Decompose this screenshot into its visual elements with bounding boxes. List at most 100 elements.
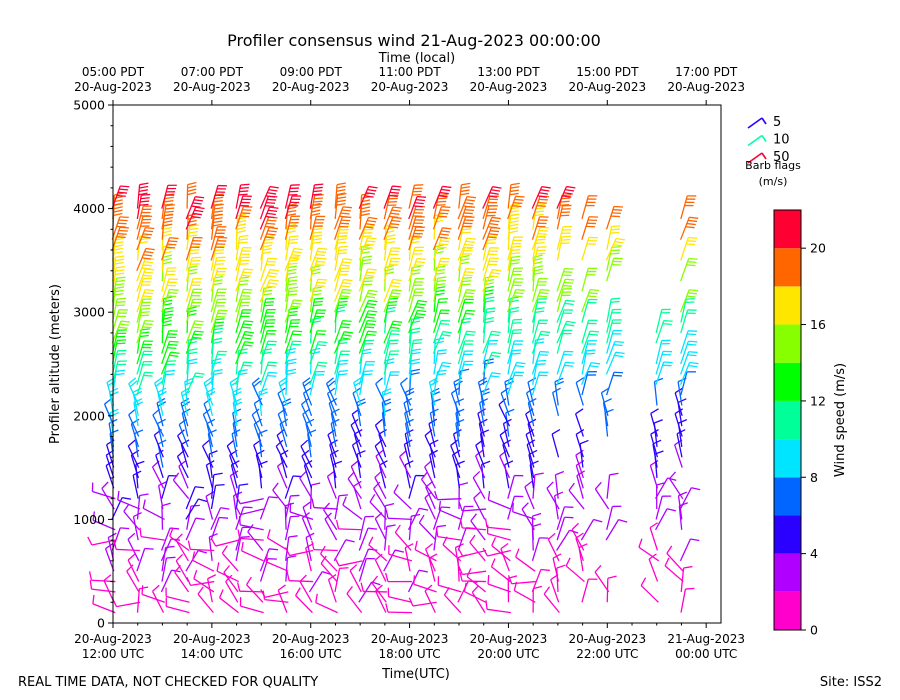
wind-barb-feather [513,295,523,298]
wind-barb-shaft [399,383,412,406]
wind-barb-feather [388,297,399,300]
wind-barb-shaft [185,330,196,354]
wind-barb-feather [353,377,362,384]
wind-barb-feather [688,351,698,354]
wind-barb-feather [512,205,522,208]
wind-barb-shaft [507,278,516,303]
wind-barb-shaft [383,279,394,303]
wind-barb-feather [500,542,509,550]
wind-barb-shaft [383,371,392,396]
wind-barb-shaft [178,424,189,448]
wind-barb-shaft [157,392,164,416]
wind-barb-feather [311,482,321,486]
wind-barb-shaft [334,226,342,251]
wind-barb-feather [509,310,519,313]
wind-barb-shaft [302,413,313,437]
wind-barb-shaft [556,236,563,261]
wind-barb-feather [289,238,299,241]
wind-barb-shaft [581,350,588,375]
wind-barb-shaft [136,278,144,302]
wind-barb-feather [241,212,251,215]
wind-barb-feather [489,223,499,226]
wind-barb-feather [216,562,220,572]
wind-barb-feather [459,482,469,486]
wind-barb-shaft [457,289,468,313]
wind-barb-feather [311,265,321,269]
wind-barb-feather [368,185,378,189]
wind-barb-shaft [581,340,589,365]
wind-barb-feather [214,324,224,327]
wind-barb-feather [346,586,353,595]
wind-barb-feather [129,380,138,388]
wind-barb-shaft [197,593,214,614]
wind-barb-feather [492,351,502,355]
wind-barb-shaft [649,527,659,551]
wind-barb-feather [241,274,251,277]
wind-barb-feather [89,580,93,590]
wind-barb-shaft [469,542,486,562]
wind-barb-shaft [575,537,584,562]
wind-barb-feather [169,288,179,291]
wind-barb-shaft [267,537,289,552]
wind-barb-feather [164,214,174,217]
wind-barb-feather [555,470,565,476]
wind-barb-feather [142,499,146,509]
wind-barb-shaft [333,279,345,303]
wind-barb-feather [438,236,448,239]
wind-barb-shaft [279,454,288,479]
wind-barb-shaft [353,382,362,406]
wind-barb-feather [187,540,191,550]
wind-barb-feather [386,306,396,310]
wind-barb-feather [464,202,474,205]
wind-barb-feather [435,244,445,248]
wind-barb-feather [285,502,295,507]
wind-barb-feather [194,375,204,379]
wind-barb-feather [388,194,398,197]
wind-barb-feather [366,323,376,326]
wind-barb-feather [537,359,547,362]
wind-barb-shaft [408,267,413,292]
wind-barb-shaft [381,391,386,416]
wind-barb-shaft [259,279,271,303]
wind-barb-shaft [358,310,369,334]
wind-barb-feather [441,230,451,233]
wind-barb-feather [244,330,255,334]
wind-barb-feather [364,195,374,198]
wind-barb-feather [538,229,549,232]
colorbar-bin [774,286,801,325]
wind-barb-shaft [175,560,189,582]
wind-barb-shaft [546,488,560,510]
wind-barb-feather [565,299,575,302]
wind-barb-shaft [453,381,461,406]
wind-barb-shaft [160,527,171,551]
wind-barb-feather [532,523,542,528]
wind-barb-shaft [482,236,489,261]
wind-barb-shaft [203,403,214,427]
wind-barb-shaft [524,486,535,510]
wind-barb-feather [388,226,399,229]
wind-barb-feather [189,224,199,227]
wind-barb-feather [342,496,347,506]
wind-barb-feather [312,231,323,234]
wind-barb-feather [338,300,348,303]
wind-barb-feather [258,388,268,393]
wind-barb-feather [484,361,494,365]
wind-barb-feather [240,215,250,218]
wind-barb-shaft [136,227,146,251]
wind-barb-feather [265,236,275,239]
wind-barb-feather [535,241,545,245]
wind-barb-feather [215,483,225,487]
wind-barb-shaft [334,495,340,520]
wind-barb-shaft [210,215,215,240]
wind-barb-feather [267,219,277,222]
wind-barb-feather [391,209,401,212]
wind-barb-shaft [677,381,683,406]
wind-barb-feather [365,316,375,319]
wind-barb-feather [338,342,348,345]
wind-barb-feather [366,333,376,336]
wind-barb-feather [490,558,496,567]
x-top-tick-time: 13:00 PDT [477,65,540,79]
wind-barb-shaft [232,392,238,416]
wind-barb-feather [385,503,395,507]
wind-barb-feather [462,228,472,231]
